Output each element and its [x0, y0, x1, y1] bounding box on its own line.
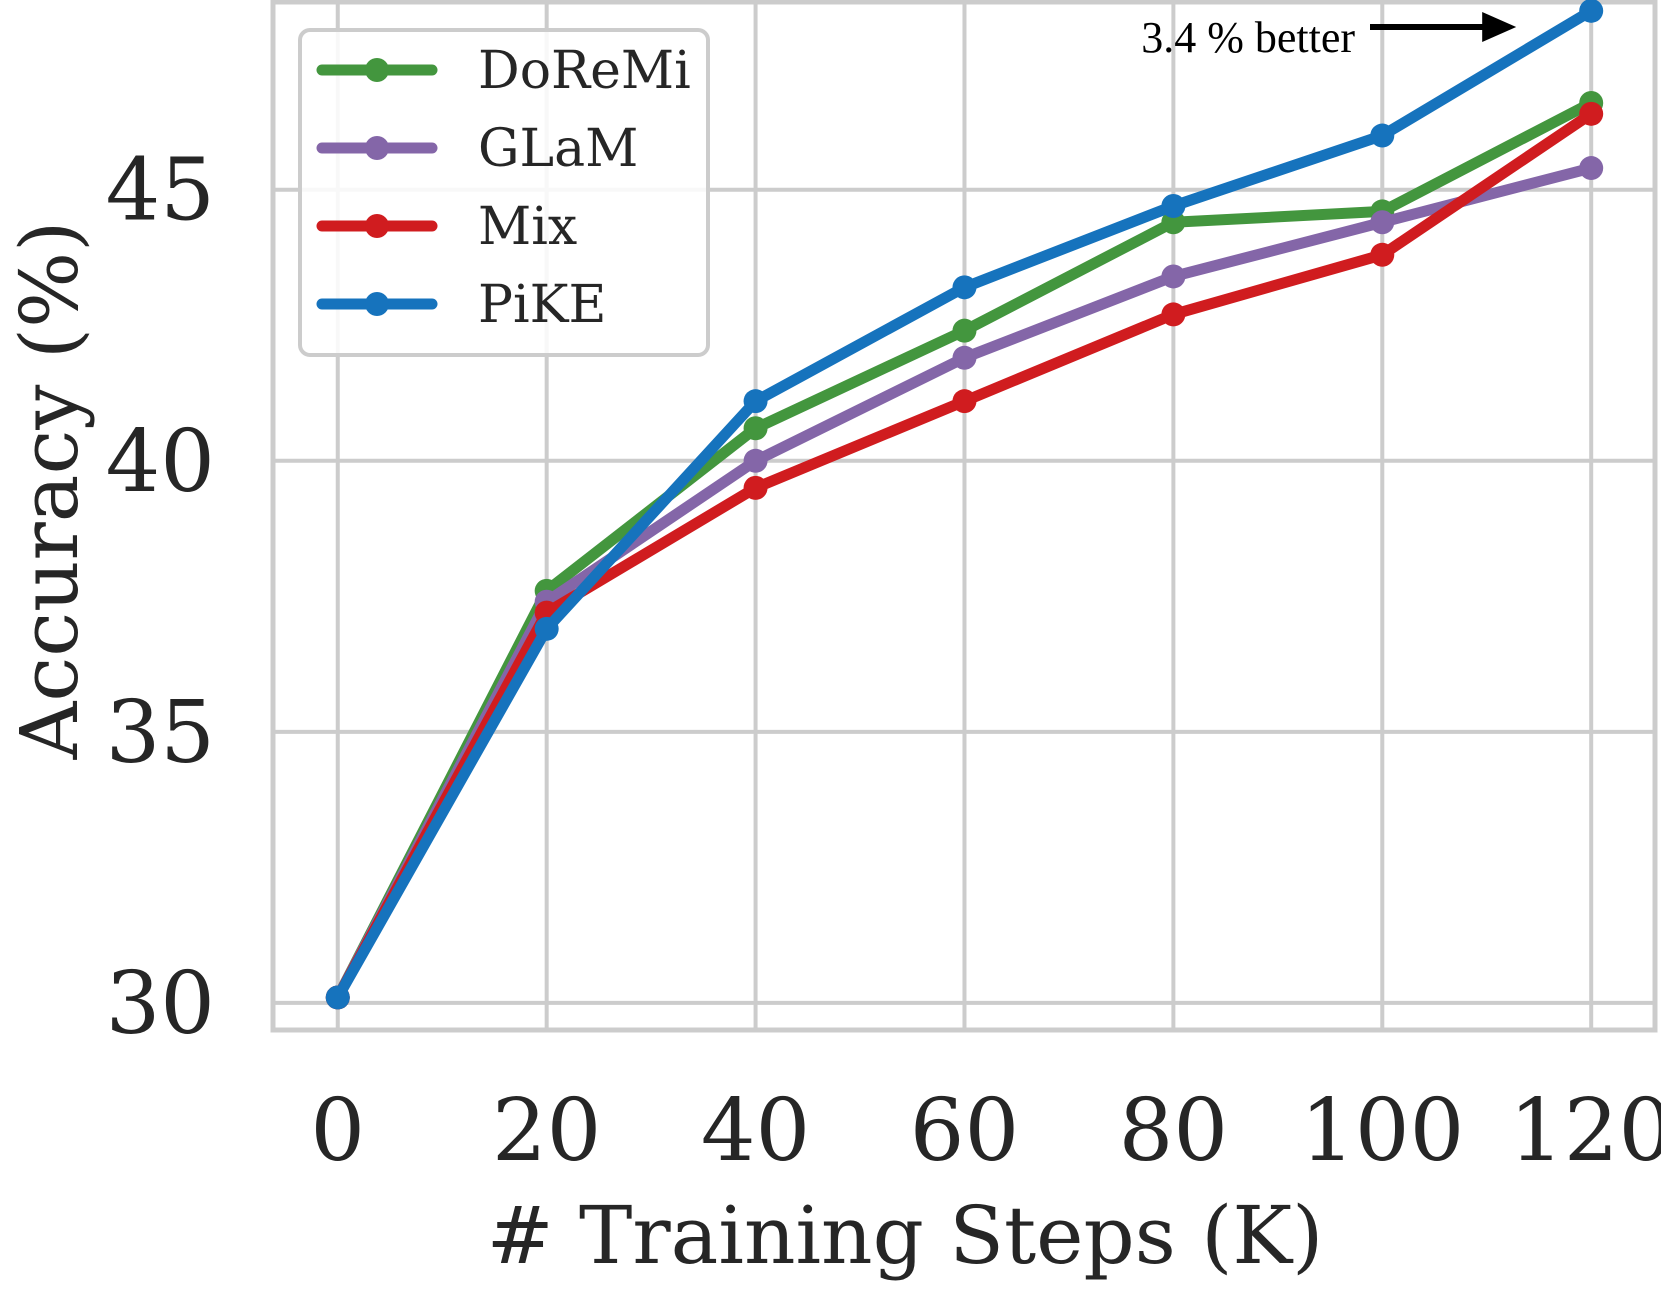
legend-marker: [365, 214, 389, 238]
data-point: [1370, 210, 1395, 235]
data-point: [1161, 264, 1186, 289]
legend-marker: [365, 292, 389, 316]
legend-label: GLaM: [478, 119, 638, 179]
data-point: [1579, 0, 1604, 23]
legend-marker: [365, 58, 389, 82]
legend-item-glam: GLaM: [316, 119, 638, 179]
data-point: [743, 475, 768, 500]
data-point: [743, 389, 768, 414]
legend-items: DoReMi GLaM Mix PiKE: [316, 41, 691, 335]
y-tick-label: 45: [106, 141, 215, 241]
data-point: [1370, 242, 1395, 267]
data-point: [1579, 101, 1604, 126]
data-point: [743, 416, 768, 441]
legend-item-doremi: DoReMi: [316, 41, 691, 101]
legend-item-mix: Mix: [316, 197, 577, 257]
data-point: [1161, 194, 1186, 218]
data-point: [325, 985, 350, 1010]
x-tick-label: 120: [1509, 1081, 1661, 1181]
legend: DoReMi GLaM Mix PiKE: [298, 28, 710, 357]
data-point: [534, 616, 559, 641]
x-tick-labels: 0 20 40 60 80 100 120: [310, 1081, 1661, 1181]
data-point: [952, 389, 977, 414]
x-tick-label: 80: [1119, 1081, 1228, 1181]
data-point: [952, 345, 977, 370]
x-tick-label: 60: [910, 1081, 1019, 1181]
x-tick-label: 40: [701, 1081, 810, 1181]
legend-label: PiKE: [478, 275, 606, 335]
y-tick-labels: 30 35 40 45: [106, 141, 215, 1054]
legend-label: DoReMi: [478, 41, 691, 101]
x-tick-label: 0: [310, 1081, 365, 1181]
annotation-text: 3.4 % better: [1141, 13, 1355, 62]
plot-frame: [270, 0, 1658, 1033]
y-tick-label: 30: [106, 954, 215, 1054]
x-tick-label: 20: [492, 1081, 601, 1181]
x-tick-label: 100: [1300, 1081, 1464, 1181]
data-point: [1161, 302, 1186, 327]
y-tick-label: 40: [106, 412, 215, 512]
data-point: [1579, 156, 1604, 181]
annotation-arrowhead: [1482, 12, 1517, 42]
y-tick-label: 35: [106, 683, 215, 783]
legend-marker: [365, 136, 389, 160]
data-point: [952, 318, 977, 343]
x-axis-title: # Training Steps (K): [487, 1189, 1324, 1282]
data-point: [952, 275, 977, 300]
legend-label: Mix: [478, 197, 577, 257]
series-lines: [325, 0, 1604, 1010]
data-point: [743, 448, 768, 473]
legend-box: [298, 28, 710, 357]
series-pike: [325, 0, 1604, 1010]
data-point: [1370, 123, 1395, 148]
y-axis-title: Accuracy (%): [3, 221, 96, 761]
legend-item-pike: PiKE: [316, 275, 606, 335]
annotation: 3.4 % better: [1141, 12, 1517, 62]
